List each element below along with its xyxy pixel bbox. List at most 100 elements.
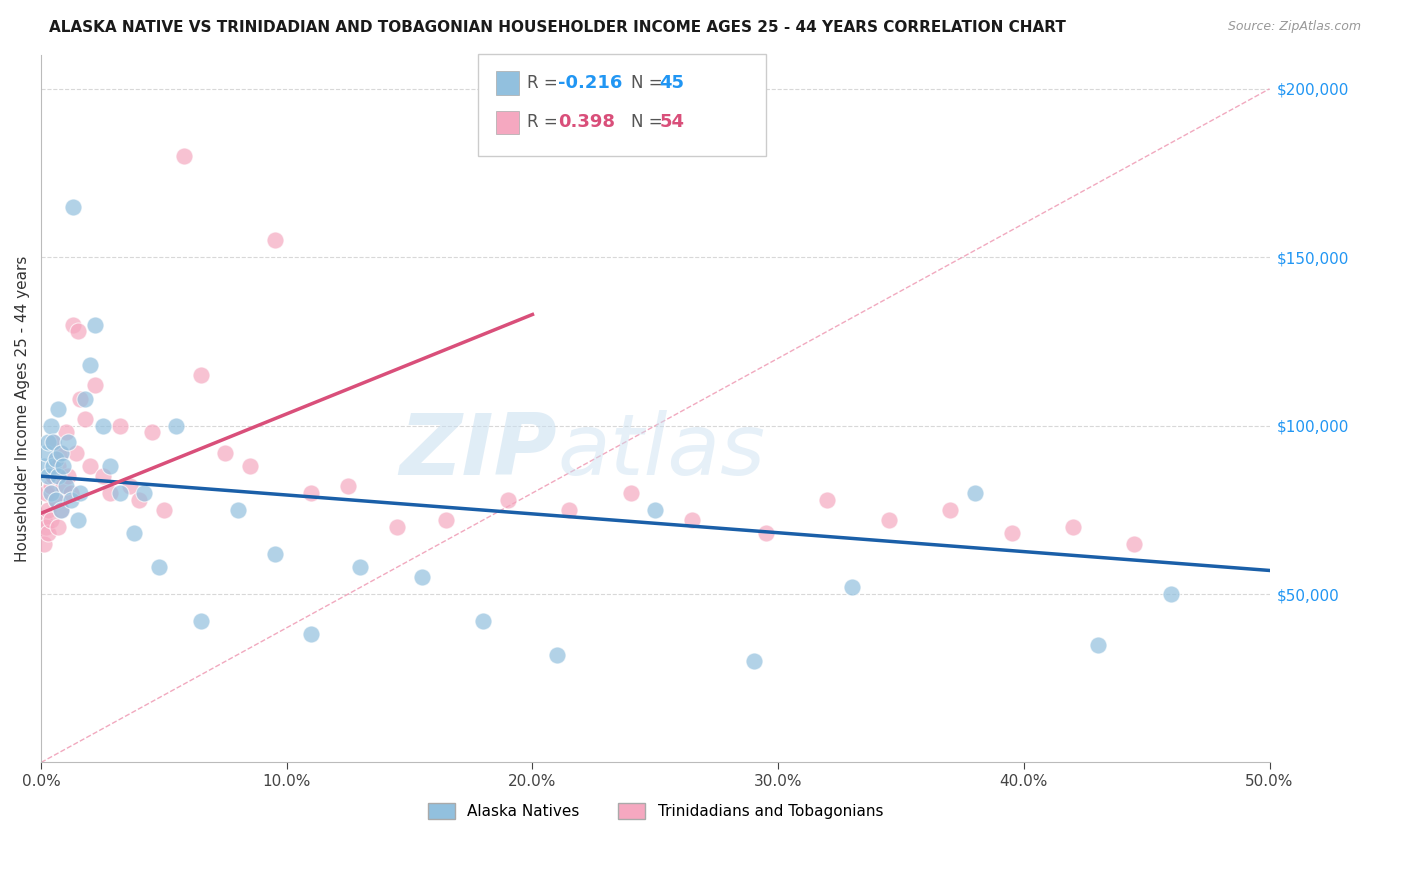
Point <box>124 526 146 541</box>
Text: ALASKA NATIVE VS TRINIDADIAN AND TOBAGONIAN HOUSEHOLDER INCOME AGES 25 - 44 YEAR: ALASKA NATIVE VS TRINIDADIAN AND TOBAGON… <box>49 20 1066 35</box>
Point <box>49 503 72 517</box>
Point <box>98 486 121 500</box>
Point <box>91 418 114 433</box>
Point <box>37 526 59 541</box>
Point <box>39 418 62 433</box>
Point <box>62 318 84 332</box>
Text: -0.216: -0.216 <box>558 74 623 92</box>
Point <box>56 469 79 483</box>
Point <box>46 519 69 533</box>
Point <box>35 486 58 500</box>
Point <box>45 452 67 467</box>
Point <box>42 435 65 450</box>
Text: R =: R = <box>527 113 564 131</box>
Point <box>75 412 97 426</box>
Point <box>190 368 212 383</box>
Point <box>1062 519 1084 533</box>
Text: ZIP: ZIP <box>399 409 557 492</box>
Point <box>32 513 55 527</box>
Point <box>263 547 285 561</box>
Point <box>66 324 89 338</box>
Point <box>39 513 62 527</box>
Point <box>299 627 322 641</box>
Point <box>815 492 838 507</box>
Text: atlas: atlas <box>557 409 765 492</box>
Point <box>69 392 91 406</box>
Point <box>39 486 62 500</box>
Point <box>841 580 863 594</box>
Legend: Alaska Natives, Trinidadians and Tobagonians: Alaska Natives, Trinidadians and Tobagon… <box>422 797 889 825</box>
Point <box>1087 638 1109 652</box>
Point <box>877 513 900 527</box>
Point <box>436 513 458 527</box>
Point <box>79 458 101 473</box>
Point <box>59 486 82 500</box>
Point <box>62 200 84 214</box>
Point <box>173 149 195 163</box>
Point <box>118 479 141 493</box>
Point <box>1123 536 1146 550</box>
Point <box>46 469 69 483</box>
Point <box>65 445 87 459</box>
Point <box>56 435 79 450</box>
Point <box>558 503 581 517</box>
Point <box>45 452 67 467</box>
Point <box>190 614 212 628</box>
Point <box>108 486 131 500</box>
Point <box>42 458 65 473</box>
Y-axis label: Householder Income Ages 25 - 44 years: Householder Income Ages 25 - 44 years <box>15 256 30 562</box>
Point <box>1160 587 1182 601</box>
Text: 0.398: 0.398 <box>558 113 616 131</box>
Point <box>620 486 643 500</box>
Point <box>42 469 65 483</box>
Point <box>214 445 236 459</box>
Point <box>49 445 72 459</box>
Point <box>128 492 150 507</box>
Point <box>75 392 97 406</box>
Point <box>46 458 69 473</box>
Point <box>742 654 765 668</box>
Point <box>37 503 59 517</box>
Point <box>226 503 249 517</box>
Point <box>32 536 55 550</box>
Point <box>37 435 59 450</box>
Point <box>49 445 72 459</box>
Text: 54: 54 <box>659 113 685 131</box>
Point <box>153 503 176 517</box>
Point <box>496 492 519 507</box>
Point <box>55 425 77 440</box>
Point <box>644 503 666 517</box>
Point <box>472 614 495 628</box>
Text: 45: 45 <box>659 74 685 92</box>
Point <box>98 458 121 473</box>
Point <box>52 458 75 473</box>
Point <box>49 503 72 517</box>
Point <box>299 486 322 500</box>
Point <box>108 418 131 433</box>
Point <box>32 458 55 473</box>
Point <box>939 503 962 517</box>
Point <box>263 233 285 247</box>
Point <box>337 479 360 493</box>
Point <box>91 469 114 483</box>
Point <box>46 401 69 416</box>
Point <box>52 479 75 493</box>
Point <box>681 513 703 527</box>
Point <box>66 513 89 527</box>
Point <box>349 560 371 574</box>
Point <box>134 486 156 500</box>
Point <box>1000 526 1022 541</box>
Point <box>35 519 58 533</box>
Text: N =: N = <box>631 113 668 131</box>
Text: R =: R = <box>527 74 564 92</box>
Point <box>45 492 67 507</box>
Point <box>84 318 107 332</box>
Point <box>387 519 409 533</box>
Point <box>59 492 82 507</box>
Point <box>35 445 58 459</box>
Point <box>55 479 77 493</box>
Point <box>141 425 163 440</box>
Point <box>239 458 262 473</box>
Point <box>411 570 433 584</box>
Point <box>963 486 986 500</box>
